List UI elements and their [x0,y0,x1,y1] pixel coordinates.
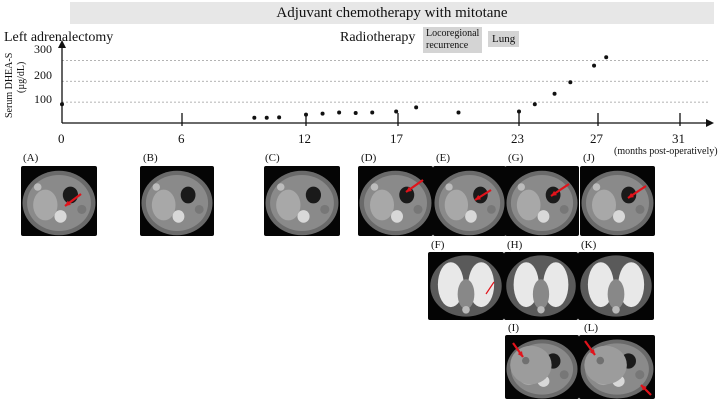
panel-label-c: (C) [265,152,280,164]
data-point-11 [456,110,461,115]
panel-label-a: (A) [23,152,39,164]
y-axis-label-line2: (µg/dL) [16,61,27,93]
data-point-6 [337,110,342,115]
ct-image-c [264,166,340,236]
x-axis-label: (months post-operatively) [614,146,718,157]
recurrence-event-tag: Locoregional recurrence [423,27,483,53]
surgery-event-label: Left adrenalectomy [4,30,114,45]
y-axis-label-line1: Serum DHEA-S [4,52,15,118]
ct-image-f [428,252,504,320]
ct-image-d [358,166,433,236]
data-point-13 [532,102,537,107]
x-tick-label-0: 0 [58,131,65,146]
y-tick-label-200: 200 [34,68,52,82]
x-tick-label-12: 12 [298,131,311,146]
panel-label-d: (D) [361,152,377,164]
panel-label-l: (L) [584,322,599,334]
data-point-7 [353,110,358,115]
mitotane-banner: Adjuvant chemotherapy with mitotane [70,2,714,24]
ct-image-j [580,166,655,236]
data-point-17 [604,55,609,60]
x-tick-label-31: 31 [672,131,685,146]
panel-label-f: (F) [431,239,445,251]
recurrence-label-line2: recurrence [426,40,469,51]
panel-label-g: (G) [508,152,524,164]
x-tick-label-23: 23 [511,131,524,146]
y-tick-label-300: 300 [34,42,52,56]
panel-label-e: (E) [436,152,451,164]
x-ticks [181,113,681,126]
panel-label-k: (K) [581,239,597,251]
data-point-9 [394,109,399,114]
x-axis-arrowhead [706,119,714,127]
recurrence-label-line1: Locoregional [426,28,480,39]
axes [58,40,714,127]
data-point-2 [264,115,269,120]
data-point-15 [568,80,573,85]
data-point-12 [517,109,521,114]
data-point-16 [592,63,597,68]
y-axis-arrowhead [58,40,66,48]
ct-image-a [21,166,97,236]
data-points [60,55,609,120]
x-tick-label-6: 6 [178,131,185,146]
panel-label-j: (J) [583,152,595,164]
ct-image-b [140,166,214,236]
panel-label-i: (I) [508,322,519,334]
panel-label-b: (B) [143,152,158,164]
x-tick-label-17: 17 [390,131,403,146]
ct-image-l [579,335,655,399]
x-tick-label-27: 27 [590,131,603,146]
ct-image-i [505,335,579,399]
y-tick-label-100: 100 [34,92,52,106]
ct-image-e [433,166,506,236]
ct-image-h [504,252,578,320]
data-point-5 [320,111,325,116]
data-point-0 [60,102,64,107]
ct-image-k [578,252,654,320]
ct-image-g [505,166,579,236]
data-point-1 [252,115,257,120]
panel-label-h: (H) [507,239,523,251]
dhea-s-chart [58,40,714,127]
lung-event-tag: Lung [488,31,520,47]
data-point-8 [370,110,375,115]
data-point-3 [277,115,282,120]
data-point-4 [304,112,308,117]
data-point-14 [552,91,557,96]
grid-lines [62,59,710,103]
data-point-10 [414,105,419,110]
radiotherapy-event-label: Radiotherapy [340,30,416,45]
